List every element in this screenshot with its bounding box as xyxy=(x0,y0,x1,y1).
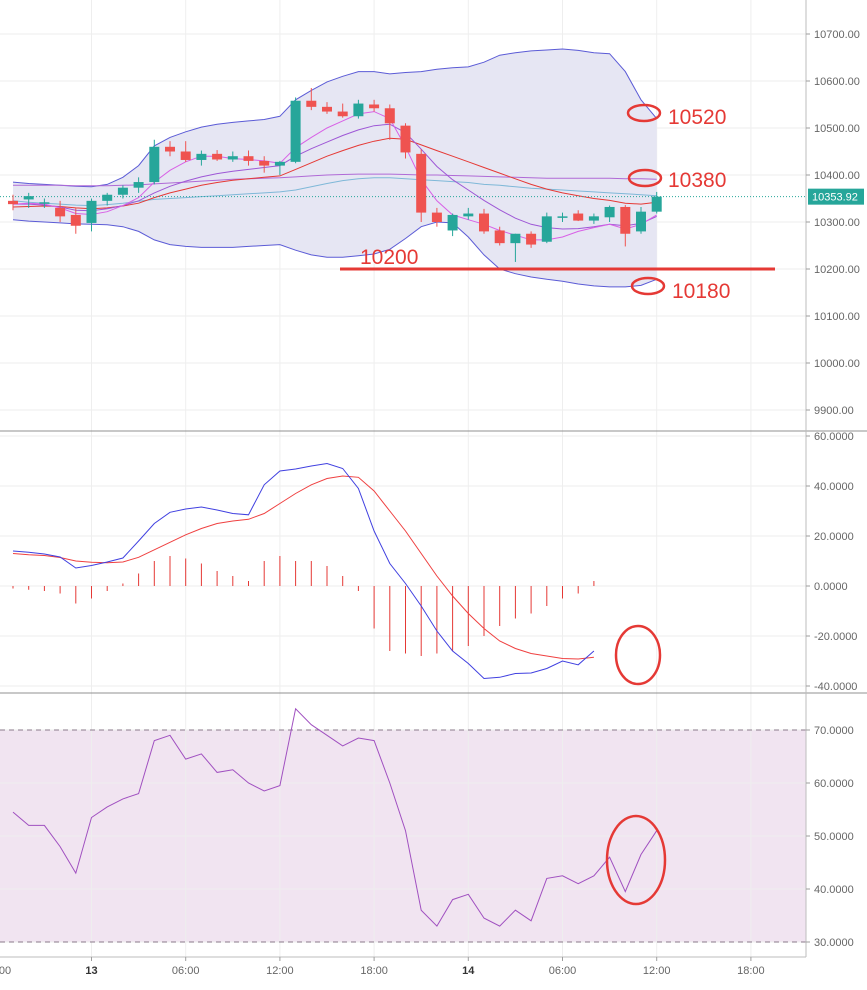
x-tick-label: 06:00 xyxy=(172,965,200,977)
x-tick-label: 06:00 xyxy=(549,965,577,977)
y-tick-label: 30.0000 xyxy=(814,937,854,949)
y-tick-label: 60.0000 xyxy=(814,431,854,443)
y-tick-label: 50.0000 xyxy=(814,831,854,843)
y-tick-label: 9900.00 xyxy=(814,405,854,417)
y-tick-label: 70.0000 xyxy=(814,725,854,737)
macd-signal-line xyxy=(12,475,594,660)
candle-body xyxy=(290,100,301,162)
bollinger-lower-line xyxy=(12,219,657,288)
x-tick-label: 18:00 xyxy=(0,965,11,977)
candle-body xyxy=(337,111,348,117)
macd-annotation-circle xyxy=(614,624,662,686)
annotation-circle xyxy=(626,103,662,123)
annotation-label: 10520 xyxy=(668,106,726,129)
candle-body xyxy=(479,213,489,232)
x-tick-label: 13 xyxy=(85,965,97,977)
candle-body xyxy=(573,213,584,221)
candle-body xyxy=(400,125,411,153)
rsi-annotation-circle xyxy=(605,814,667,906)
candle-body xyxy=(651,196,662,212)
candle-body xyxy=(510,233,521,244)
candle-body xyxy=(86,200,97,223)
candle-body xyxy=(274,161,285,166)
candle-body xyxy=(117,187,128,195)
y-tick-label: 10500.00 xyxy=(814,123,860,135)
candle-body xyxy=(384,108,395,124)
bollinger-upper-line xyxy=(12,48,658,188)
candle-body xyxy=(259,160,270,166)
x-tick-label: 12:00 xyxy=(266,965,294,977)
ma-long-line xyxy=(13,173,657,187)
y-tick-label: -20.0000 xyxy=(814,631,857,643)
candle-body xyxy=(39,202,50,204)
y-tick-label: 10300.00 xyxy=(814,217,860,229)
y-tick-label: 10600.00 xyxy=(814,76,860,88)
candle-body xyxy=(369,104,380,109)
candle-body xyxy=(70,214,81,226)
candle-body xyxy=(494,230,505,244)
rsi-line xyxy=(12,707,658,927)
y-tick-label: 10700.00 xyxy=(814,29,860,41)
candle-body xyxy=(23,196,34,200)
candle-body xyxy=(353,103,364,117)
candle-body xyxy=(447,214,458,231)
candle-body xyxy=(102,194,113,201)
annotation-circle xyxy=(630,276,666,296)
candle-body xyxy=(212,153,223,160)
y-tick-label: 20.0000 xyxy=(814,531,854,543)
support-line-label: 10200 xyxy=(360,246,418,269)
y-tick-label: 60.0000 xyxy=(814,778,854,790)
candle-body xyxy=(526,233,537,245)
candle-body xyxy=(431,212,442,222)
macd-line xyxy=(12,462,595,680)
x-tick-label: 12:00 xyxy=(643,965,671,977)
last-price-tag xyxy=(808,188,864,205)
y-tick-label: 40.0000 xyxy=(814,481,854,493)
candle-body xyxy=(165,146,175,152)
candle-body xyxy=(322,106,332,112)
candle-body xyxy=(557,216,568,218)
candle-body xyxy=(541,216,552,242)
candle-body xyxy=(588,216,599,221)
bollinger-fill xyxy=(13,49,657,287)
annotation-circle xyxy=(627,168,663,188)
candle-body xyxy=(180,151,191,160)
candle-body xyxy=(636,211,646,232)
annotation-label: 10180 xyxy=(672,280,730,303)
candle-body xyxy=(620,206,631,234)
candle-body xyxy=(149,146,160,183)
candle-body xyxy=(133,182,144,188)
candle-body xyxy=(463,213,474,217)
x-tick-label: 14 xyxy=(462,965,475,977)
y-tick-label: 10000.00 xyxy=(814,358,860,370)
candle-body xyxy=(243,156,254,161)
candle-body xyxy=(227,156,238,160)
last-price-label: 10353.92 xyxy=(812,192,858,204)
y-tick-label: 10200.00 xyxy=(814,264,860,276)
candle-body xyxy=(306,100,317,107)
y-tick-label: 10400.00 xyxy=(814,170,860,182)
candle-body xyxy=(604,206,615,218)
y-tick-label: 10100.00 xyxy=(814,311,860,323)
y-tick-label: -40.0000 xyxy=(814,681,857,693)
candle-body xyxy=(416,153,427,213)
annotation-label: 10380 xyxy=(668,169,726,192)
x-tick-label: 18:00 xyxy=(737,965,765,977)
candle-body xyxy=(55,207,66,217)
x-tick-label: 18:00 xyxy=(360,965,388,977)
candle-body xyxy=(8,200,18,205)
y-tick-label: 40.0000 xyxy=(814,884,854,896)
candle-body xyxy=(196,153,207,160)
y-tick-label: 0.0000 xyxy=(814,581,848,593)
